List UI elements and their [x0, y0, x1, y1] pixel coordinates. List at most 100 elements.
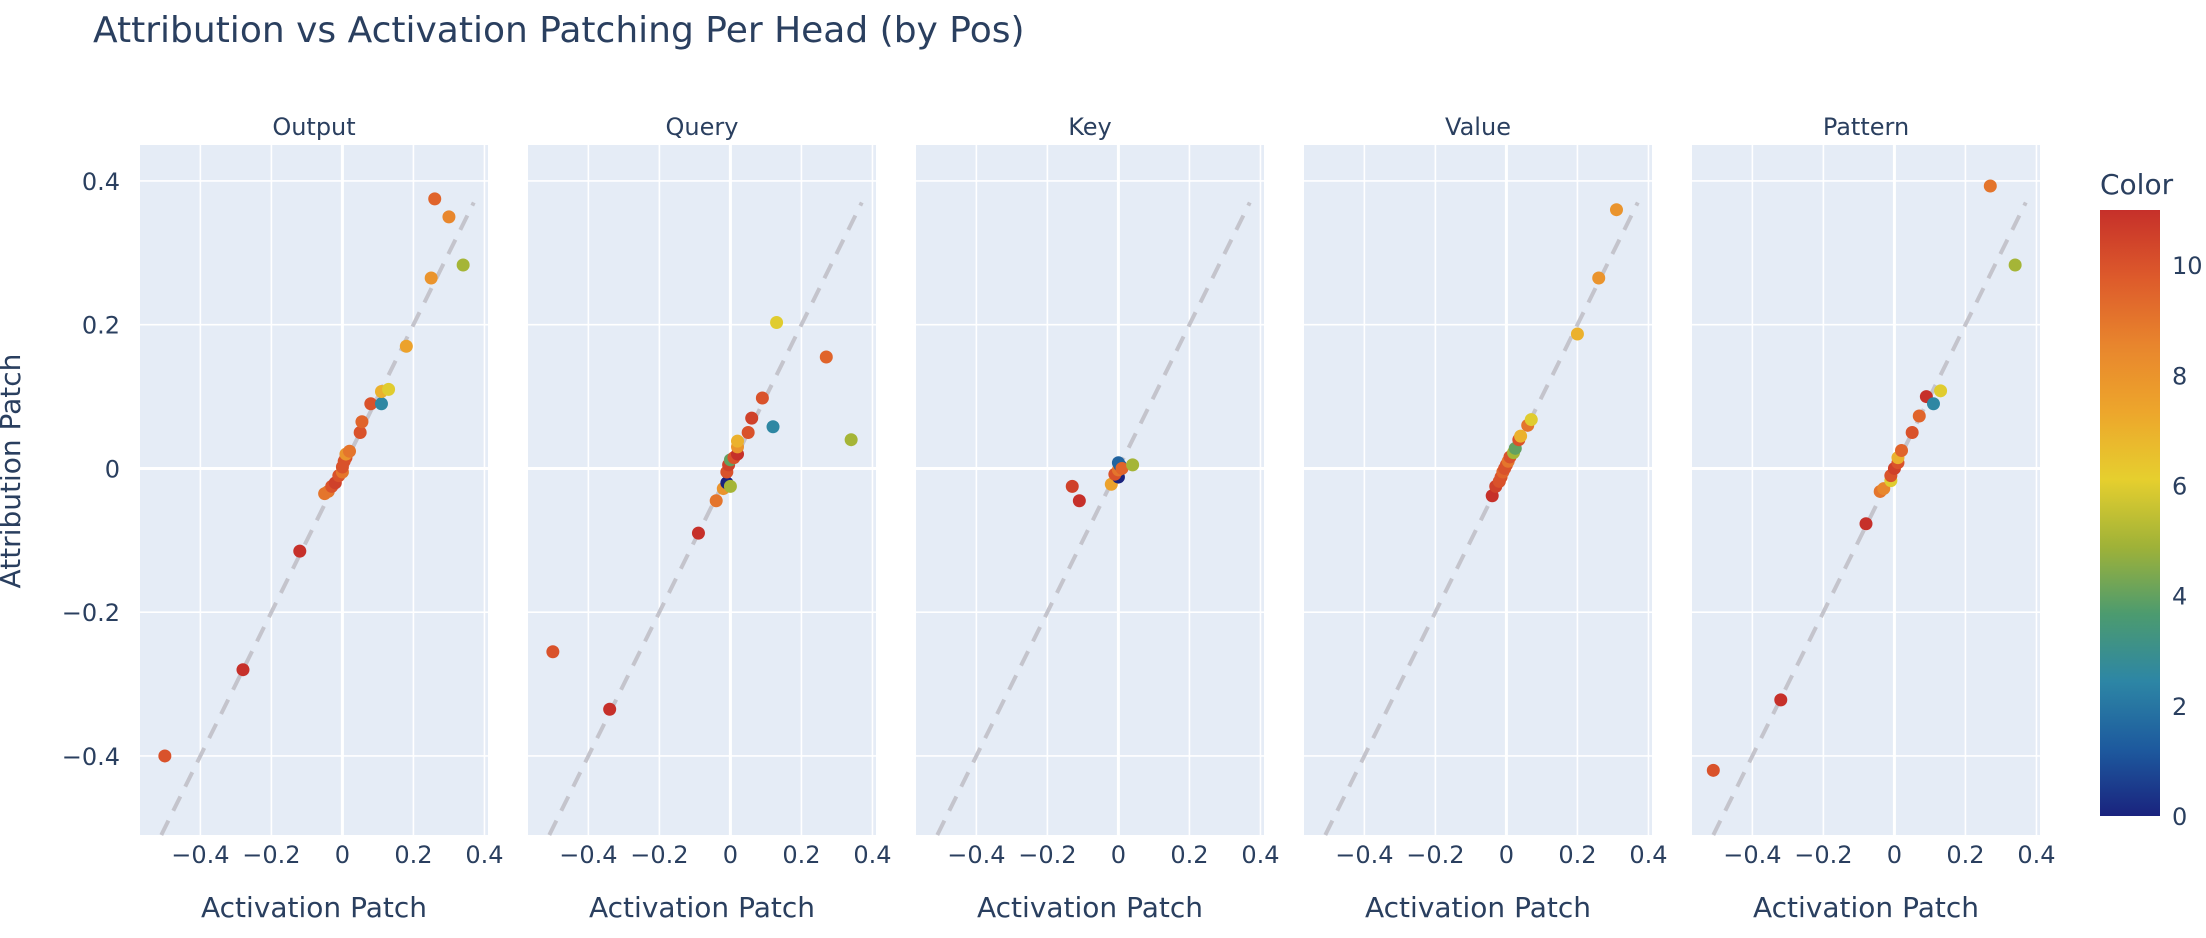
y-axis-label: Attribution Patch: [0, 354, 27, 589]
data-point: [1609, 203, 1623, 217]
x-tick-label: 0: [335, 841, 350, 869]
data-point: [603, 702, 617, 716]
plot-area: [1304, 145, 1652, 835]
plot-area: [528, 145, 876, 835]
y-tick-label: 0.4: [82, 168, 120, 196]
subplot-title: Value: [1445, 113, 1511, 141]
data-point: [770, 316, 784, 330]
data-point: [709, 494, 723, 508]
subplot-output: −0.4 −0.2 0 0.2 0.4 0.4 0.2 0 −0.2 −0.4 Output Acti…: [62, 113, 504, 924]
x-tick-label: 0.4: [1629, 841, 1667, 869]
x-tick-label: −0.4: [947, 841, 1005, 869]
subplot-key: −0.4 −0.2 0 0.2 0.4 Key Activation Patch: [916, 113, 1280, 924]
x-tick-label: 0.2: [1170, 841, 1208, 869]
x-axis-label: Activation Patch: [589, 891, 815, 924]
x-axis-label: Activation Patch: [977, 891, 1203, 924]
x-tick-label: 0.4: [465, 841, 503, 869]
y-tick-label: −0.2: [62, 599, 120, 627]
data-point: [1905, 426, 1919, 439]
plot-area: [916, 145, 1264, 835]
reference-line: [159, 201, 476, 836]
x-tick-label: 0.2: [1558, 841, 1596, 869]
data-point: [819, 350, 833, 364]
data-point: [1592, 271, 1606, 285]
colorbar-gradient: [2100, 210, 2160, 816]
x-tick-label: −0.2: [1406, 841, 1464, 869]
data-point: [355, 415, 369, 429]
data-point: [546, 645, 560, 659]
x-tick-label: 0.2: [394, 841, 432, 869]
data-point: [1774, 693, 1788, 707]
data-point: [1983, 179, 1997, 193]
subplot-title: Key: [1068, 113, 1112, 141]
x-axis-label: Activation Patch: [1753, 891, 1979, 924]
y-tick-label: 0.2: [82, 312, 120, 340]
x-tick-label: 0.2: [782, 841, 820, 869]
data-point: [236, 663, 250, 677]
data-point: [766, 420, 780, 434]
x-tick-label: −0.2: [242, 841, 300, 869]
x-tick-label: 0.4: [2017, 841, 2055, 869]
data-point: [374, 397, 388, 411]
x-tick-label: 0: [723, 841, 738, 869]
x-axis-label: Activation Patch: [201, 891, 427, 924]
x-tick-label: −0.4: [1335, 841, 1393, 869]
data-point: [364, 397, 378, 411]
data-point: [158, 749, 172, 763]
data-point: [1065, 479, 1079, 493]
data-point: [1912, 409, 1926, 423]
data-point: [2008, 258, 2022, 272]
subplot-title: Pattern: [1823, 113, 1909, 141]
x-tick-label: 0: [1499, 841, 1514, 869]
colorbar-tick-label: 2: [2172, 693, 2187, 721]
data-point: [399, 339, 413, 353]
y-tick-label: 0: [105, 455, 120, 483]
x-tick-label: −0.2: [1018, 841, 1076, 869]
data-point: [1072, 494, 1086, 508]
reference-line: [1323, 201, 1640, 836]
data-point: [424, 271, 438, 285]
x-tick-label: −0.4: [171, 841, 229, 869]
colorbar-tick-label: 0: [2172, 803, 2187, 831]
data-point: [353, 426, 367, 439]
data-point: [428, 192, 442, 206]
plot-area: [1692, 145, 2040, 835]
chart-title: Attribution vs Activation Patching Per H…: [93, 10, 1025, 51]
x-tick-label: −0.4: [559, 841, 617, 869]
data-point: [691, 526, 705, 540]
data-point: [741, 426, 755, 439]
data-point: [745, 411, 759, 425]
x-tick-label: 0: [1887, 841, 1902, 869]
data-point: [1514, 429, 1528, 443]
x-tick-label: 0.4: [1241, 841, 1279, 869]
colorbar-tick-label: 8: [2172, 362, 2187, 390]
data-point: [844, 433, 858, 447]
data-point: [755, 391, 769, 405]
data-point: [1934, 384, 1948, 398]
data-point: [456, 258, 470, 272]
colorbar-tick-label: 10: [2172, 252, 2203, 280]
subplot-query: −0.4 −0.2 0 0.2 0.4 Query Activation Patch: [528, 113, 892, 924]
x-tick-label: −0.2: [630, 841, 688, 869]
subplot-title: Query: [666, 113, 739, 141]
data-point: [1859, 517, 1873, 531]
x-axis-label: Activation Patch: [1365, 891, 1591, 924]
reference-line: [935, 201, 1252, 836]
x-tick-label: 0: [1111, 841, 1126, 869]
data-point: [442, 210, 456, 224]
x-tick-label: −0.2: [1794, 841, 1852, 869]
colorbar-tick-label: 6: [2172, 472, 2187, 500]
colorbar-tick-label: 4: [2172, 583, 2187, 611]
data-point: [1115, 461, 1129, 475]
data-point: [1570, 327, 1584, 341]
x-tick-label: 0.2: [1946, 841, 1984, 869]
colorbar-title: Color: [2100, 168, 2174, 201]
x-tick-label: −0.4: [1723, 841, 1781, 869]
data-point: [293, 544, 307, 558]
subplot-title: Output: [272, 113, 355, 141]
reference-line: [547, 201, 864, 836]
plot-area: [140, 145, 488, 835]
data-point: [382, 382, 396, 396]
data-point: [1895, 443, 1909, 457]
